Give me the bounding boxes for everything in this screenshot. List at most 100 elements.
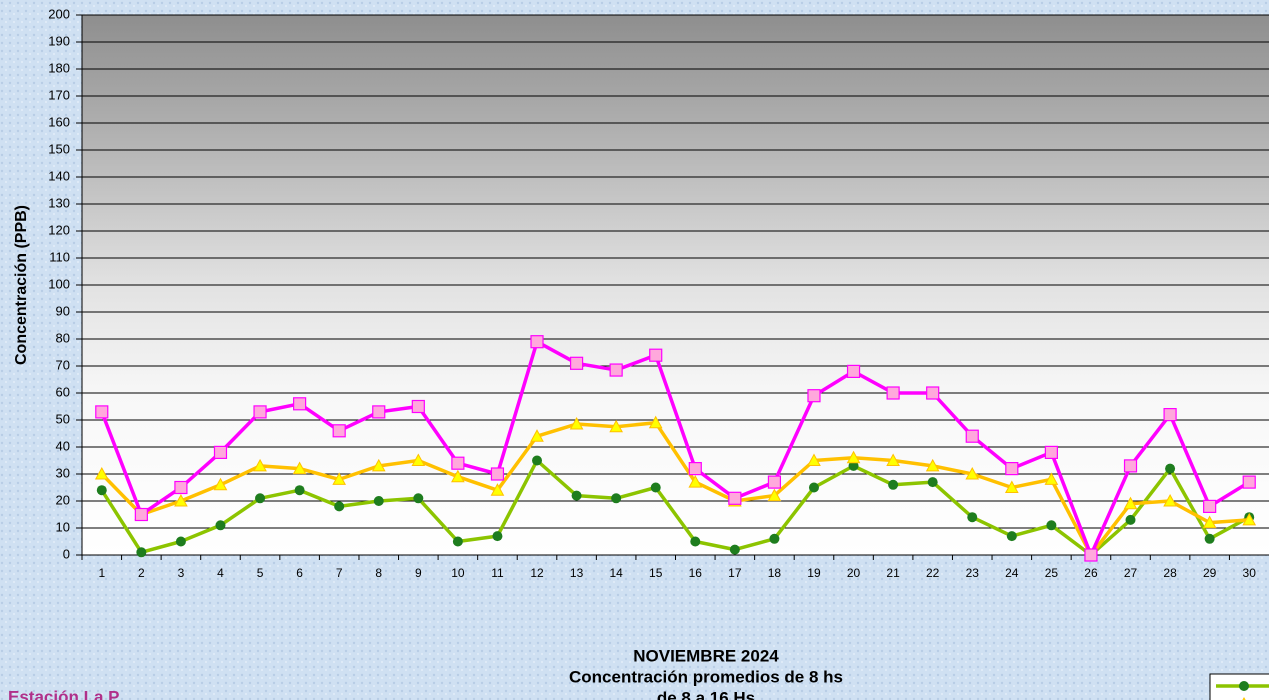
x-tick-label: 10 (451, 566, 465, 580)
page: Concentración (PPB) NOVIEMBRE 2024 Conce… (0, 0, 1269, 700)
y-tick-label: 190 (48, 33, 70, 48)
y-tick-label: 180 (48, 60, 70, 75)
data-point (1006, 463, 1018, 475)
data-point (176, 537, 186, 547)
x-tick-label: 18 (768, 566, 782, 580)
data-point (1125, 460, 1137, 472)
x-tick-label: 30 (1243, 566, 1257, 580)
legend-marker (1239, 681, 1249, 691)
x-tick-label: 12 (530, 566, 544, 580)
chart: Concentración (PPB) NOVIEMBRE 2024 Conce… (0, 0, 1269, 700)
x-tick-label: 20 (847, 566, 861, 580)
data-point (373, 406, 385, 418)
data-point (1204, 500, 1216, 512)
y-tick-label: 30 (56, 465, 70, 480)
x-tick-label: 8 (375, 566, 382, 580)
data-point (532, 456, 542, 466)
data-point (413, 493, 423, 503)
data-point (491, 468, 503, 480)
y-tick-label: 100 (48, 276, 70, 291)
x-tick-label: 2 (138, 566, 145, 580)
data-point (1165, 464, 1175, 474)
y-tick-label: 90 (56, 303, 70, 318)
data-point (927, 387, 939, 399)
y-tick-label: 170 (48, 87, 70, 102)
x-tick-label: 5 (257, 566, 264, 580)
y-tick-label: 150 (48, 141, 70, 156)
y-tick-label: 130 (48, 195, 70, 210)
data-point (689, 463, 701, 475)
station-label: Estación La P (8, 687, 119, 700)
data-point (453, 537, 463, 547)
data-point (334, 501, 344, 511)
chart-title: NOVIEMBRE 2024 (633, 646, 779, 665)
data-point (572, 491, 582, 501)
data-point (611, 493, 621, 503)
data-point (412, 401, 424, 413)
y-tick-label: 70 (56, 357, 70, 372)
y-tick-label: 0 (63, 546, 70, 561)
y-tick-label: 140 (48, 168, 70, 183)
data-point (1126, 515, 1136, 525)
data-point (1045, 446, 1057, 458)
data-point (214, 446, 226, 458)
x-tick-label: 19 (807, 566, 821, 580)
x-tick-label: 14 (609, 566, 623, 580)
x-tick-label: 29 (1203, 566, 1217, 580)
data-point (808, 390, 820, 402)
data-point (928, 477, 938, 487)
x-tick-label: 22 (926, 566, 940, 580)
x-tick-label: 11 (491, 566, 504, 580)
x-tick-label: 15 (649, 566, 663, 580)
data-point (255, 493, 265, 503)
data-point (136, 547, 146, 557)
x-tick-label: 24 (1005, 566, 1019, 580)
data-point (887, 387, 899, 399)
x-tick-label: 23 (966, 566, 980, 580)
data-point (610, 364, 622, 376)
y-axis-label: Concentración (PPB) (13, 205, 30, 365)
data-point (254, 406, 266, 418)
data-point (1205, 534, 1215, 544)
x-tick-label: 13 (570, 566, 584, 580)
data-point (1243, 476, 1255, 488)
y-tick-label: 110 (49, 249, 70, 264)
data-point (96, 406, 108, 418)
x-tick-label: 26 (1084, 566, 1098, 580)
data-point (809, 483, 819, 493)
data-point (768, 476, 780, 488)
x-tick-label: 7 (336, 566, 343, 580)
data-point (531, 336, 543, 348)
y-tick-label: 20 (56, 492, 70, 507)
data-point (215, 520, 225, 530)
data-point (966, 430, 978, 442)
y-tick-label: 10 (56, 519, 70, 534)
x-tick-label: 1 (98, 566, 105, 580)
x-tick-label: 16 (689, 566, 703, 580)
data-point (1046, 520, 1056, 530)
x-tick-label: 27 (1124, 566, 1138, 580)
data-point (690, 537, 700, 547)
y-tick-label: 120 (48, 222, 70, 237)
data-point (492, 531, 502, 541)
data-point (333, 425, 345, 437)
data-point (769, 534, 779, 544)
data-point (848, 365, 860, 377)
data-point (175, 482, 187, 494)
data-point (967, 512, 977, 522)
x-tick-label: 28 (1163, 566, 1177, 580)
x-tick-label: 9 (415, 566, 422, 580)
data-point (1007, 531, 1017, 541)
chart-subtitle: de 8 a 16 Hs (657, 688, 755, 700)
data-point (651, 483, 661, 493)
data-point (571, 357, 583, 369)
x-tick-label: 25 (1045, 566, 1059, 580)
data-point (1085, 549, 1097, 561)
y-tick-label: 60 (56, 384, 70, 399)
y-tick-label: 80 (56, 330, 70, 345)
data-point (374, 496, 384, 506)
x-tick-label: 6 (296, 566, 303, 580)
data-point (135, 509, 147, 521)
data-point (888, 480, 898, 490)
y-tick-label: 40 (56, 438, 70, 453)
